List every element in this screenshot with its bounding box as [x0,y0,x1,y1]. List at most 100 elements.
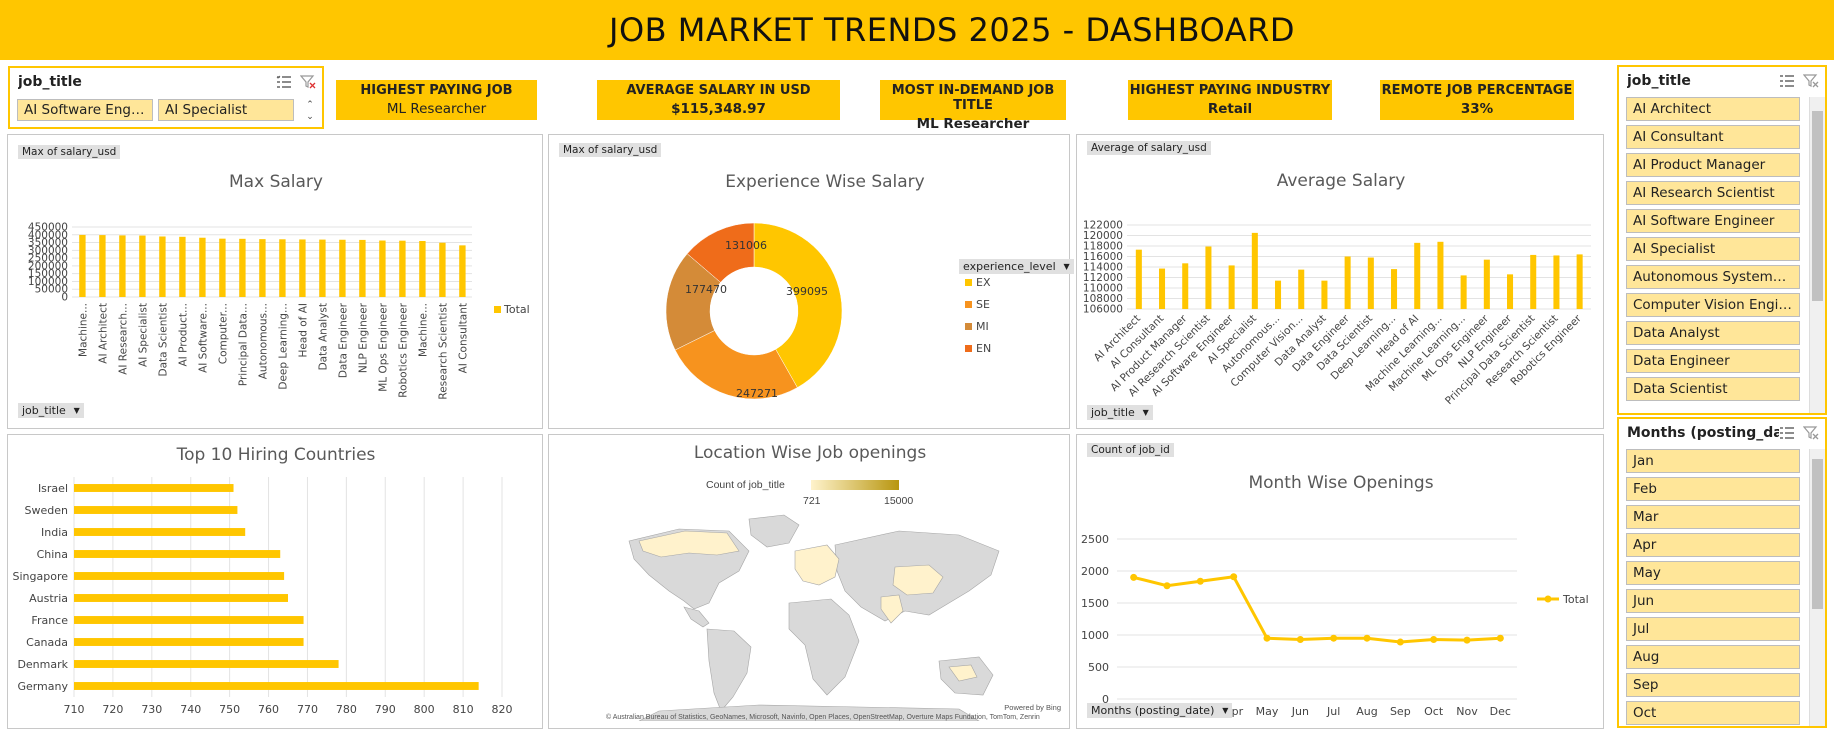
months-slicer-item[interactable]: Oct [1626,701,1800,725]
bar [1228,265,1235,309]
job-title-slicer-item[interactable]: AI Software Engineer [1626,209,1800,233]
multi-select-icon[interactable] [1779,426,1795,440]
axis-field-button[interactable]: job_title [18,403,84,418]
clear-filter-icon[interactable] [1803,74,1819,88]
bar [74,550,281,558]
bar [74,616,304,624]
x-tick-label: Sep [1390,705,1411,718]
bar [1344,256,1351,309]
job-title-slicer-item[interactable]: Autonomous Systems ... [1626,265,1800,289]
job-title-slicer-item[interactable]: Data Engineer [1626,349,1800,373]
bar [139,235,146,297]
job-title-slicer-item[interactable]: AI Architect [1626,97,1800,121]
data-point [1230,573,1238,581]
scrollbar-thumb[interactable] [1812,459,1823,609]
bar [159,236,166,297]
x-tick-label: 820 [492,703,513,716]
months-slicer-item[interactable]: Mar [1626,505,1800,529]
y-tick-label: 1000 [1081,629,1109,642]
europe-shape [794,544,840,586]
bar [359,239,366,297]
bar [1298,269,1305,309]
job-title-slicer-right: job_title AI Architect AI Consultant AI Pr… [1617,65,1827,415]
x-tick-label: AI Specialist [137,303,149,367]
months-slicer-item[interactable]: May [1626,561,1800,585]
slicer-title: job_title [18,74,82,90]
bar [1437,241,1444,309]
x-tick-label: 750 [219,703,240,716]
scroll-up-icon[interactable]: ⌃ [306,99,314,109]
months-slicer-item[interactable]: Apr [1626,533,1800,557]
map-legend-gradient [811,480,899,490]
chart-title: Max Salary [229,172,323,192]
months-slicer-item[interactable]: Jul [1626,617,1800,641]
bar [74,638,304,646]
multi-select-icon[interactable] [1779,74,1795,88]
legend-field-button[interactable]: experience_level [959,259,1074,274]
bar [1135,249,1142,309]
location-map-panel[interactable]: Location Wise Job openings Count of job_… [548,434,1070,729]
bar [379,240,386,297]
kpi-label: REMOTE JOB PERCENTAGE [1381,83,1573,98]
clear-filter-icon[interactable] [1803,426,1819,440]
bar [79,234,86,297]
bar [399,240,406,297]
job-title-slicer-item[interactable]: AI Consultant [1626,125,1800,149]
y-tick-label: 50000 [35,284,68,296]
slicer-scroll-arrows[interactable]: ⌃ ⌄ [302,98,318,124]
axis-field-button[interactable]: job_title [1087,405,1153,420]
slicer-scrollbar[interactable] [1809,449,1825,726]
experience-donut-chart: 399095 247271 177470 131006 EX SE MI EN [665,222,991,400]
y-tick-label: 150000 [28,268,68,280]
scroll-down-icon[interactable]: ⌄ [306,111,314,121]
y-tick-label: 106000 [1083,304,1123,316]
slicer-item[interactable]: AI Specialist [158,99,294,121]
y-tick-label: Singapore [13,570,69,583]
months-slicer-item[interactable]: Aug [1626,645,1800,669]
job-title-slicer-item[interactable]: AI Research Scientist [1626,181,1800,205]
data-point [1296,635,1304,643]
experience-salary-panel[interactable]: Max of salary_usd Experience Wise Salary… [548,134,1074,429]
slicer-scrollbar[interactable] [1809,97,1825,413]
job-title-slicer-item[interactable]: Computer Vision Engin... [1626,293,1800,317]
slicer-item[interactable]: AI Software Engi... [17,99,153,121]
clear-filter-icon[interactable] [300,75,316,89]
donut-slice [686,222,755,283]
value-field-tag[interactable]: Count of job_id [1087,443,1174,457]
month-openings-panel[interactable]: Count of job_id Month Wise Openings 2500… [1076,434,1604,729]
slicer-title: job_title [1627,73,1691,89]
y-tick-label: 200000 [28,260,68,272]
axis-field-button[interactable]: Months (posting_date) [1087,703,1233,718]
bar [1507,274,1514,309]
value-field-tag[interactable]: Max of salary_usd [18,145,121,159]
kpi-value: ML Researcher [386,101,487,117]
job-title-slicer-item[interactable]: AI Specialist [1626,237,1800,261]
scrollbar-thumb[interactable] [1812,111,1823,301]
world-map[interactable] [599,511,1019,721]
powered-by-bing: Powered by Bing [1004,703,1061,712]
y-tick-label: India [41,526,68,539]
value-field-tag[interactable]: Max of salary_usd [559,143,662,157]
y-tick-label: 116000 [1083,251,1123,263]
x-tick-label: Research Scientist [437,303,449,400]
months-slicer-item[interactable]: Sep [1626,673,1800,697]
top-countries-panel[interactable]: Top 10 Hiring Countries 710 720 730 740 750 7… [7,434,543,729]
months-slicer-item[interactable]: Jun [1626,589,1800,613]
job-title-slicer-item[interactable]: AI Product Manager [1626,153,1800,177]
bar [74,506,238,514]
legend-label: Total [1562,593,1589,606]
india-shape [880,594,904,624]
job-title-slicer-item[interactable]: Data Analyst [1626,321,1800,345]
slicer-header: Months (posting_da... [1619,419,1825,445]
multi-select-icon[interactable] [276,75,292,89]
bar [239,238,246,297]
months-slicer-item[interactable]: Jan [1626,449,1800,473]
value-field-tag[interactable]: Average of salary_usd [1087,141,1211,155]
x-tick-label: Data Engineer [337,302,349,378]
chart-title: Location Wise Job openings [693,443,927,463]
max-salary-panel[interactable]: Max of salary_usd Max Salary 450000 40000… [7,134,543,429]
months-slicer-item[interactable]: Feb [1626,477,1800,501]
job-title-slicer-item[interactable]: Data Scientist [1626,377,1800,401]
y-tick-label: France [31,614,68,627]
average-salary-panel[interactable]: Average of salary_usd Average Salary 122… [1076,134,1604,429]
